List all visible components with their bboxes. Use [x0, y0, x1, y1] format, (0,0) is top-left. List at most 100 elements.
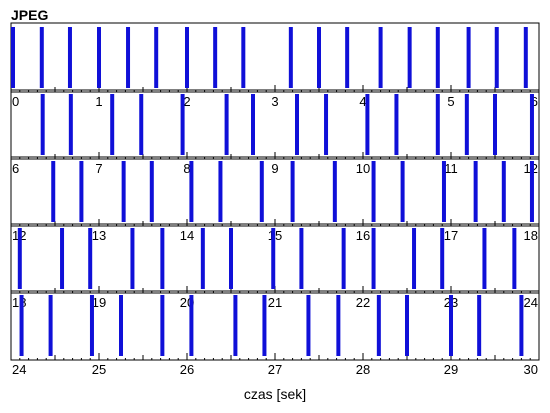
- data-bar: [482, 228, 487, 289]
- data-bar: [189, 295, 194, 356]
- x-tick-label: 0: [12, 94, 19, 109]
- data-bar: [376, 295, 381, 356]
- data-bar: [449, 295, 453, 356]
- data-bar: [378, 27, 383, 88]
- data-bar: [185, 27, 189, 88]
- data-bar: [89, 295, 94, 356]
- data-bar: [341, 228, 346, 289]
- data-bar: [68, 94, 73, 155]
- data-bar: [126, 27, 131, 88]
- data-bar: [60, 228, 65, 289]
- data-bar: [529, 94, 534, 155]
- x-tick-label: 22: [356, 295, 370, 310]
- x-tick-label: 3: [271, 94, 278, 109]
- data-bar: [529, 161, 534, 222]
- data-bar: [466, 27, 471, 88]
- data-bar: [440, 228, 445, 289]
- data-bar: [317, 27, 321, 88]
- data-bar: [441, 161, 446, 222]
- data-bar: [130, 228, 135, 289]
- x-tick-label: 18: [12, 295, 26, 310]
- data-bar: [435, 27, 440, 88]
- data-bar: [262, 295, 267, 356]
- data-bar: [345, 27, 350, 88]
- data-bar: [200, 228, 205, 289]
- x-tick-label: 16: [356, 228, 370, 243]
- data-bar: [519, 295, 524, 356]
- x-tick-label: 6: [12, 161, 19, 176]
- data-bar: [412, 228, 417, 289]
- data-bar: [306, 295, 311, 356]
- data-bar: [400, 161, 405, 222]
- data-bar: [11, 27, 15, 88]
- x-axis-label: czas [sek]: [244, 386, 306, 402]
- data-bar: [371, 161, 376, 222]
- chart-row-4: 18192021222324: [10, 223, 540, 310]
- data-bar: [224, 94, 229, 155]
- x-tick-label: 28: [356, 362, 370, 377]
- data-bar: [119, 295, 123, 356]
- data-bar: [97, 27, 101, 88]
- data-bar: [139, 94, 144, 155]
- x-tick-label: 24: [524, 295, 538, 310]
- x-tick-label: 26: [180, 362, 194, 377]
- data-bar: [121, 161, 126, 222]
- x-tick-label: 4: [359, 94, 366, 109]
- x-tick-label: 17: [444, 228, 458, 243]
- data-bar: [394, 94, 399, 155]
- data-bar: [290, 161, 295, 222]
- x-tick-label: 10: [356, 161, 370, 176]
- x-tick-label: 5: [447, 94, 454, 109]
- data-bar: [299, 228, 304, 289]
- x-tick-label: 13: [92, 228, 106, 243]
- data-bar: [501, 161, 506, 222]
- x-tick-label: 29: [444, 362, 458, 377]
- data-bar: [110, 94, 115, 155]
- data-bar: [149, 161, 154, 222]
- data-bar: [39, 27, 44, 88]
- data-bar: [523, 27, 528, 88]
- data-bar: [259, 161, 264, 222]
- x-tick-label: 7: [95, 161, 102, 176]
- data-bar: [160, 228, 165, 289]
- data-bar: [435, 94, 440, 155]
- x-tick-label: 6: [531, 94, 538, 109]
- data-bar: [67, 27, 72, 88]
- x-tick-label: 8: [183, 161, 190, 176]
- data-bar: [88, 228, 93, 289]
- data-bar: [48, 295, 53, 356]
- x-tick-label: 14: [180, 228, 194, 243]
- data-bar: [288, 27, 293, 88]
- data-bar: [251, 94, 255, 155]
- data-bar: [371, 228, 376, 289]
- x-tick-label: 9: [271, 161, 278, 176]
- data-bar: [365, 94, 370, 155]
- data-bar: [51, 161, 56, 222]
- x-tick-label: 18: [524, 228, 538, 243]
- chart-title: JPEG: [11, 7, 48, 23]
- x-tick-label: 1: [95, 94, 102, 109]
- x-tick-label: 2: [183, 94, 190, 109]
- data-bar: [494, 27, 499, 88]
- data-bar: [154, 27, 159, 88]
- x-tick-label: 30: [524, 362, 538, 377]
- row-frame: [10, 22, 540, 93]
- data-bar: [271, 228, 276, 289]
- data-bar: [160, 295, 165, 356]
- data-bar: [218, 161, 223, 222]
- chart-row-3: 12131415161718: [10, 156, 540, 243]
- x-tick-label: 11: [444, 161, 458, 176]
- data-bar: [473, 161, 478, 222]
- data-bar: [189, 161, 194, 222]
- data-bar: [79, 161, 84, 222]
- data-bar: [19, 295, 24, 356]
- data-bar: [464, 94, 469, 155]
- x-tick-label: 24: [12, 362, 26, 377]
- data-bar: [512, 228, 517, 289]
- data-bar: [17, 228, 22, 289]
- data-bar: [295, 94, 299, 155]
- chart-rows: 0123456678910111212131415161718181920212…: [10, 22, 540, 377]
- chart-row-2: 6789101112: [10, 89, 540, 176]
- data-bar: [493, 94, 497, 155]
